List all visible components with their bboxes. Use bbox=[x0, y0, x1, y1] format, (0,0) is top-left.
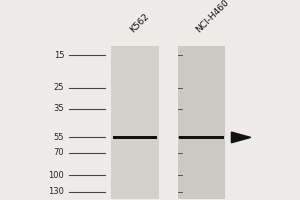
Text: 100: 100 bbox=[49, 171, 64, 180]
Text: NCI-H460: NCI-H460 bbox=[194, 0, 231, 35]
Bar bbox=[111, 46, 159, 199]
Text: 130: 130 bbox=[48, 187, 64, 196]
Text: K562: K562 bbox=[128, 12, 151, 35]
Polygon shape bbox=[231, 132, 251, 143]
Bar bbox=[178, 46, 225, 199]
Text: 70: 70 bbox=[54, 148, 64, 157]
Text: 55: 55 bbox=[54, 133, 64, 142]
Text: 15: 15 bbox=[54, 51, 64, 60]
Text: 25: 25 bbox=[54, 83, 64, 92]
Bar bbox=[112, 136, 158, 139]
Bar bbox=[179, 136, 224, 139]
Text: 35: 35 bbox=[54, 104, 64, 113]
